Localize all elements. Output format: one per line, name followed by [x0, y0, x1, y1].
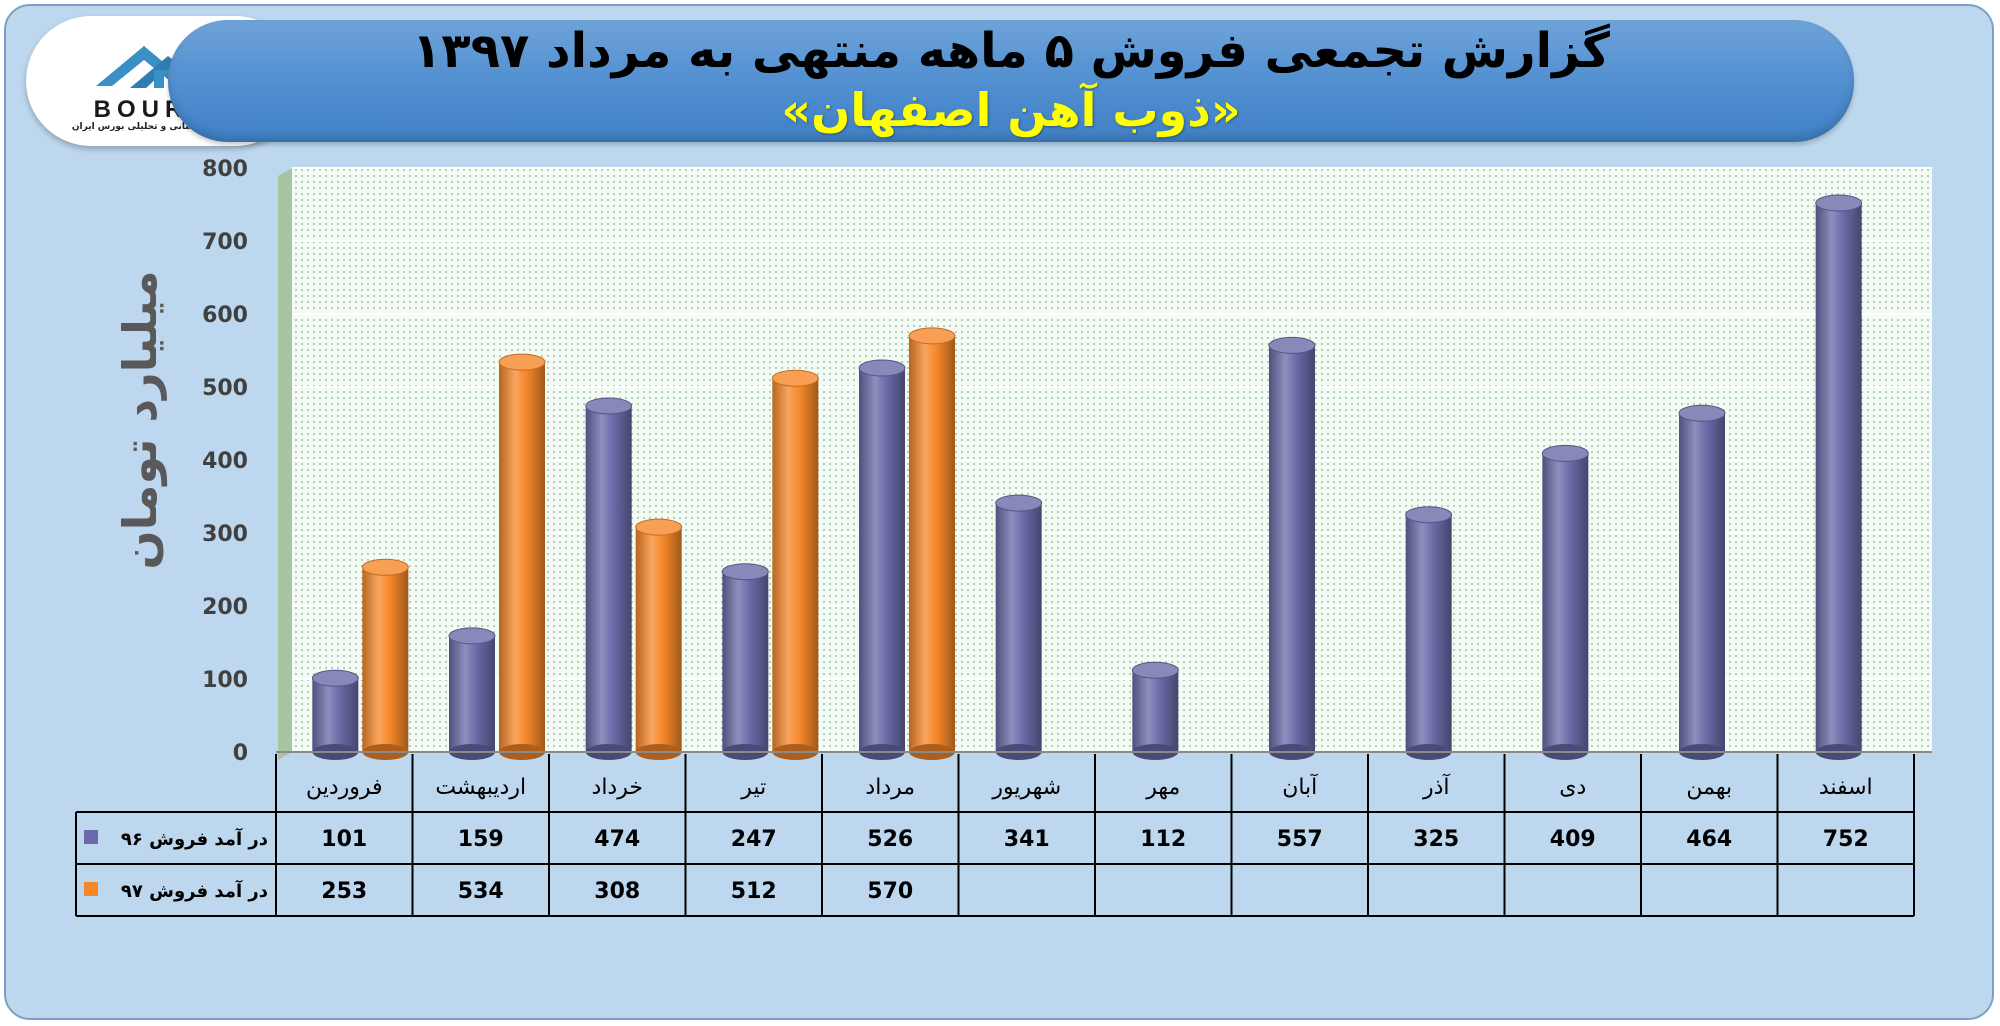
legend-swatch [84, 830, 98, 844]
x-tick-label: آذر [1422, 773, 1450, 800]
data-label: 101 [321, 827, 367, 852]
x-tick-label: اسفند [1819, 775, 1873, 800]
y-tick-label: 400 [202, 449, 248, 474]
data-label: 341 [1004, 827, 1050, 852]
y-tick-label: 100 [202, 668, 248, 693]
bar-top [995, 494, 1043, 512]
bar-top [361, 558, 409, 576]
bar [995, 503, 1042, 752]
y-tick-label: 300 [202, 522, 248, 547]
data-label: 752 [1823, 827, 1869, 852]
x-tick-label: دی [1559, 775, 1586, 800]
data-label: 526 [867, 827, 913, 852]
x-tick-label: خرداد [592, 775, 643, 800]
data-label: 247 [731, 827, 777, 852]
data-label: 474 [594, 827, 640, 852]
x-tick-label: بهمن [1686, 775, 1732, 800]
bar-top [858, 359, 906, 377]
bar-top [1815, 194, 1863, 212]
bar-top [1405, 506, 1453, 524]
bar-top [1131, 661, 1179, 679]
bar [859, 368, 905, 752]
bar [1132, 670, 1179, 752]
data-label: 464 [1686, 827, 1732, 852]
bar-top [1678, 404, 1726, 422]
logo-tagline: پایگاه اطلاع رسانی و تحلیلی بورس ایران [71, 122, 255, 132]
title-banner [168, 20, 1854, 142]
bar [585, 405, 632, 752]
bar-top [1268, 336, 1316, 354]
data-label: 557 [1277, 827, 1323, 852]
x-tick-label: مرداد [865, 775, 915, 800]
bar-top [635, 518, 683, 536]
data-label: 112 [1140, 827, 1186, 852]
bar-top [311, 669, 359, 687]
x-tick-label: آبان [1282, 773, 1318, 800]
series-name: در آمد فروش ۹۷ [121, 879, 268, 902]
x-tick-label: تیر [740, 775, 766, 800]
chart-title: گزارش تجمعی فروش ۵ ماهه منتهی به مرداد ۱… [412, 23, 1610, 79]
x-tick-label: فروردین [306, 775, 383, 800]
bar [1679, 413, 1725, 752]
bar [909, 335, 955, 752]
plot-side-wall [278, 168, 292, 760]
y-tick-label: 700 [202, 230, 248, 255]
bar [722, 571, 769, 752]
y-tick-label: 0 [233, 741, 248, 766]
bar-top [908, 327, 956, 345]
bar [449, 635, 495, 752]
data-label: 325 [1413, 827, 1459, 852]
x-tick-label: اردیبهشت [435, 775, 526, 800]
y-tick-label: 800 [202, 157, 248, 182]
chart-subtitle: «ذوب آهن اصفهان» [781, 83, 1241, 137]
bar [772, 378, 819, 752]
bar [1405, 514, 1452, 752]
x-tick-label: شهریور [991, 775, 1061, 800]
y-tick-label: 500 [202, 376, 248, 401]
bar-top [721, 563, 769, 581]
data-label: 512 [731, 879, 777, 904]
series-name: در آمد فروش ۹۶ [121, 827, 268, 850]
bar [1815, 203, 1862, 753]
data-label: 308 [594, 879, 640, 904]
bar-top [498, 353, 546, 371]
bar [499, 362, 545, 752]
bar-top [585, 397, 633, 415]
data-label: 159 [458, 827, 504, 852]
bar [362, 567, 409, 752]
x-tick-label: مهر [1145, 775, 1180, 800]
bar [312, 678, 359, 752]
bar-top [771, 369, 819, 387]
bar-top [448, 627, 496, 645]
data-label: 409 [1550, 827, 1596, 852]
y-tick-label: 200 [202, 595, 248, 620]
y-tick-label: 600 [202, 303, 248, 328]
bar [635, 527, 682, 752]
bar [1542, 453, 1589, 752]
legend-swatch [84, 882, 98, 896]
bar [1269, 345, 1315, 752]
data-label: 534 [458, 879, 504, 904]
data-label: 570 [867, 879, 913, 904]
bar-top [1541, 444, 1589, 462]
data-label: 253 [321, 879, 367, 904]
